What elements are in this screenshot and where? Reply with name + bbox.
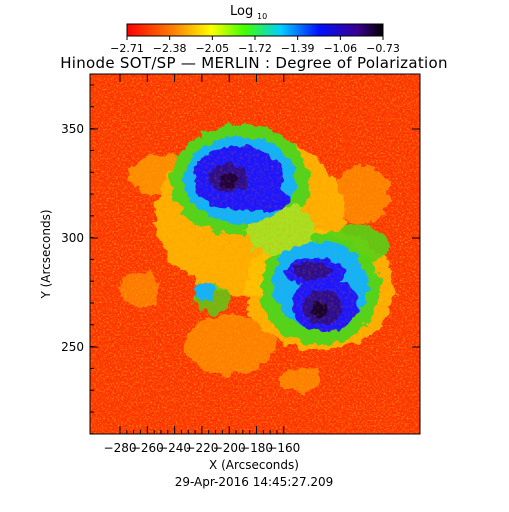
map-texture (90, 74, 420, 434)
colorbar-label-subscript: 10 (257, 12, 267, 21)
colorbar-tick-label: −2.71 (110, 42, 144, 55)
plot-title: Hinode SOT/SP — MERLIN : Degree of Polar… (60, 54, 448, 72)
plot-frame (89, 73, 421, 435)
x-tick-label: −240 (158, 441, 191, 455)
x-tick-label: −280 (104, 441, 137, 455)
x-axis-ticks: −280−260−240−220−200−180−160 (104, 74, 300, 455)
x-tick-label: −160 (267, 441, 300, 455)
colorbar-label: Log (230, 4, 253, 19)
x-tick-label: −260 (131, 441, 164, 455)
y-axis-label: Y (Arcseconds) (39, 209, 53, 299)
colorbar-tick-label: −1.06 (323, 42, 357, 55)
timestamp: 29-Apr-2016 14:45:27.209 (175, 475, 334, 489)
colorbar-tick-label: −2.38 (153, 42, 187, 55)
colorbar: Log 10 −2.71 −2.38 −2.05 −1.72 −1.39 −1.06 −0.… (110, 4, 400, 55)
colorbar-tick-label: −1.39 (281, 42, 315, 55)
y-tick-label: 250 (61, 340, 84, 354)
colorbar-ticks: −2.71 −2.38 −2.05 −1.72 −1.39 −1.06 −0.73 (110, 36, 400, 55)
x-tick-label: −180 (240, 441, 273, 455)
colorbar-tick-label: −1.72 (238, 42, 272, 55)
y-axis-ticks: 350 300 250 (61, 84, 420, 435)
y-tick-label: 300 (61, 231, 84, 245)
x-tick-label: −200 (213, 441, 246, 455)
polarization-map (90, 74, 420, 434)
x-tick-label: −220 (185, 441, 218, 455)
x-axis-label: X (Arcseconds) (209, 458, 299, 472)
colorbar-tick-label: −0.73 (366, 42, 400, 55)
colorbar-tick-label: −2.05 (195, 42, 229, 55)
colorbar-gradient (126, 23, 384, 37)
y-tick-label: 350 (61, 122, 84, 136)
